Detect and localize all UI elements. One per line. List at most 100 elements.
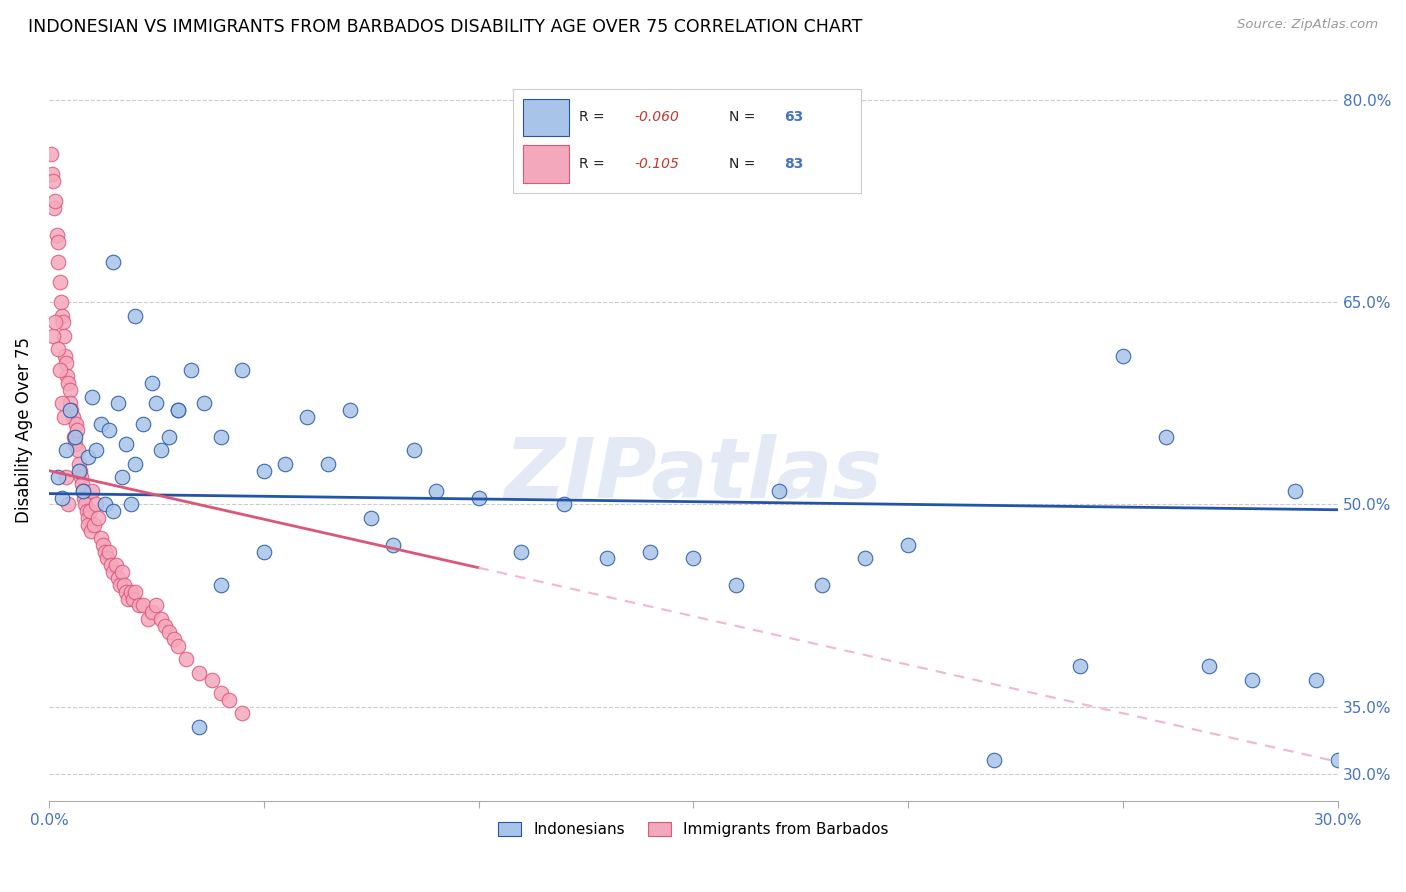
Point (79, 504, 101, 518)
Point (94, 497, 117, 511)
Point (108, 578, 131, 592)
Point (44, 194, 66, 208)
Point (89, 531, 111, 545)
Point (231, 362, 253, 376)
Point (145, 396, 167, 410)
Point (231, 706, 253, 721)
Point (157, 625, 180, 640)
Point (136, 612, 159, 626)
Point (48, 254, 70, 268)
Point (100, 558, 122, 572)
Point (640, 544, 662, 558)
Point (166, 403, 188, 417)
Point (682, 551, 704, 566)
Point (180, 362, 202, 376)
Point (55, 356, 77, 370)
Point (76, 504, 98, 518)
Point (53, 409, 76, 424)
Point (339, 403, 361, 417)
Point (65, 417, 87, 431)
Point (193, 396, 215, 410)
Point (72, 483, 94, 498)
Point (166, 403, 188, 417)
Point (853, 551, 876, 566)
Point (59, 403, 82, 417)
Point (91, 538, 114, 552)
Point (768, 483, 790, 498)
Point (1305, 673, 1327, 687)
Point (201, 673, 224, 687)
Point (59, 396, 82, 410)
Point (67, 457, 90, 471)
Point (111, 565, 134, 579)
Point (141, 605, 163, 619)
Point (66, 423, 89, 437)
Point (98, 423, 121, 437)
Point (58, 376, 80, 390)
Point (41, 167, 63, 181)
Point (209, 578, 232, 592)
Point (128, 599, 150, 613)
Point (188, 720, 211, 734)
Point (103, 565, 125, 579)
Text: Source: ZipAtlas.com: Source: ZipAtlas.com (1237, 18, 1378, 31)
Point (49, 295, 72, 310)
Point (596, 551, 619, 566)
Point (111, 470, 134, 484)
Point (1154, 430, 1177, 444)
Point (80, 390, 103, 404)
Point (83, 517, 105, 532)
Point (67, 464, 90, 478)
Point (1198, 659, 1220, 673)
Point (84, 443, 107, 458)
Point (44, 315, 66, 329)
Point (42, 329, 65, 343)
Point (157, 430, 180, 444)
Point (295, 409, 318, 424)
Point (46, 235, 69, 249)
Point (104, 558, 127, 572)
Point (80, 524, 103, 539)
Point (124, 585, 146, 599)
Point (58, 383, 80, 397)
Point (381, 538, 404, 552)
Point (404, 443, 426, 458)
Point (209, 430, 232, 444)
Point (58, 497, 80, 511)
Point (62, 409, 84, 424)
Point (103, 504, 125, 518)
Point (53, 329, 76, 343)
Point (166, 639, 188, 653)
Point (63, 436, 86, 450)
Point (75, 497, 97, 511)
Point (63, 430, 86, 444)
Point (94, 544, 117, 558)
Point (72, 477, 94, 491)
Point (1069, 659, 1091, 673)
Point (87, 511, 110, 525)
Point (162, 632, 184, 647)
Point (76, 450, 98, 465)
Point (76, 511, 98, 525)
Point (69, 464, 91, 478)
Point (52, 315, 75, 329)
Point (149, 612, 172, 626)
Point (149, 443, 172, 458)
Point (115, 436, 138, 450)
Point (107, 572, 129, 586)
Point (48, 362, 70, 376)
Point (725, 578, 748, 592)
Point (218, 693, 240, 707)
Point (51, 491, 73, 505)
Point (115, 585, 138, 599)
Point (67, 443, 90, 458)
Point (45, 227, 67, 242)
Point (188, 665, 211, 680)
Point (73, 491, 96, 505)
Point (42, 201, 65, 215)
Point (124, 309, 146, 323)
Y-axis label: Disability Age Over 75: Disability Age Over 75 (15, 337, 32, 524)
Point (253, 544, 276, 558)
Point (48, 275, 70, 289)
Point (112, 578, 135, 592)
